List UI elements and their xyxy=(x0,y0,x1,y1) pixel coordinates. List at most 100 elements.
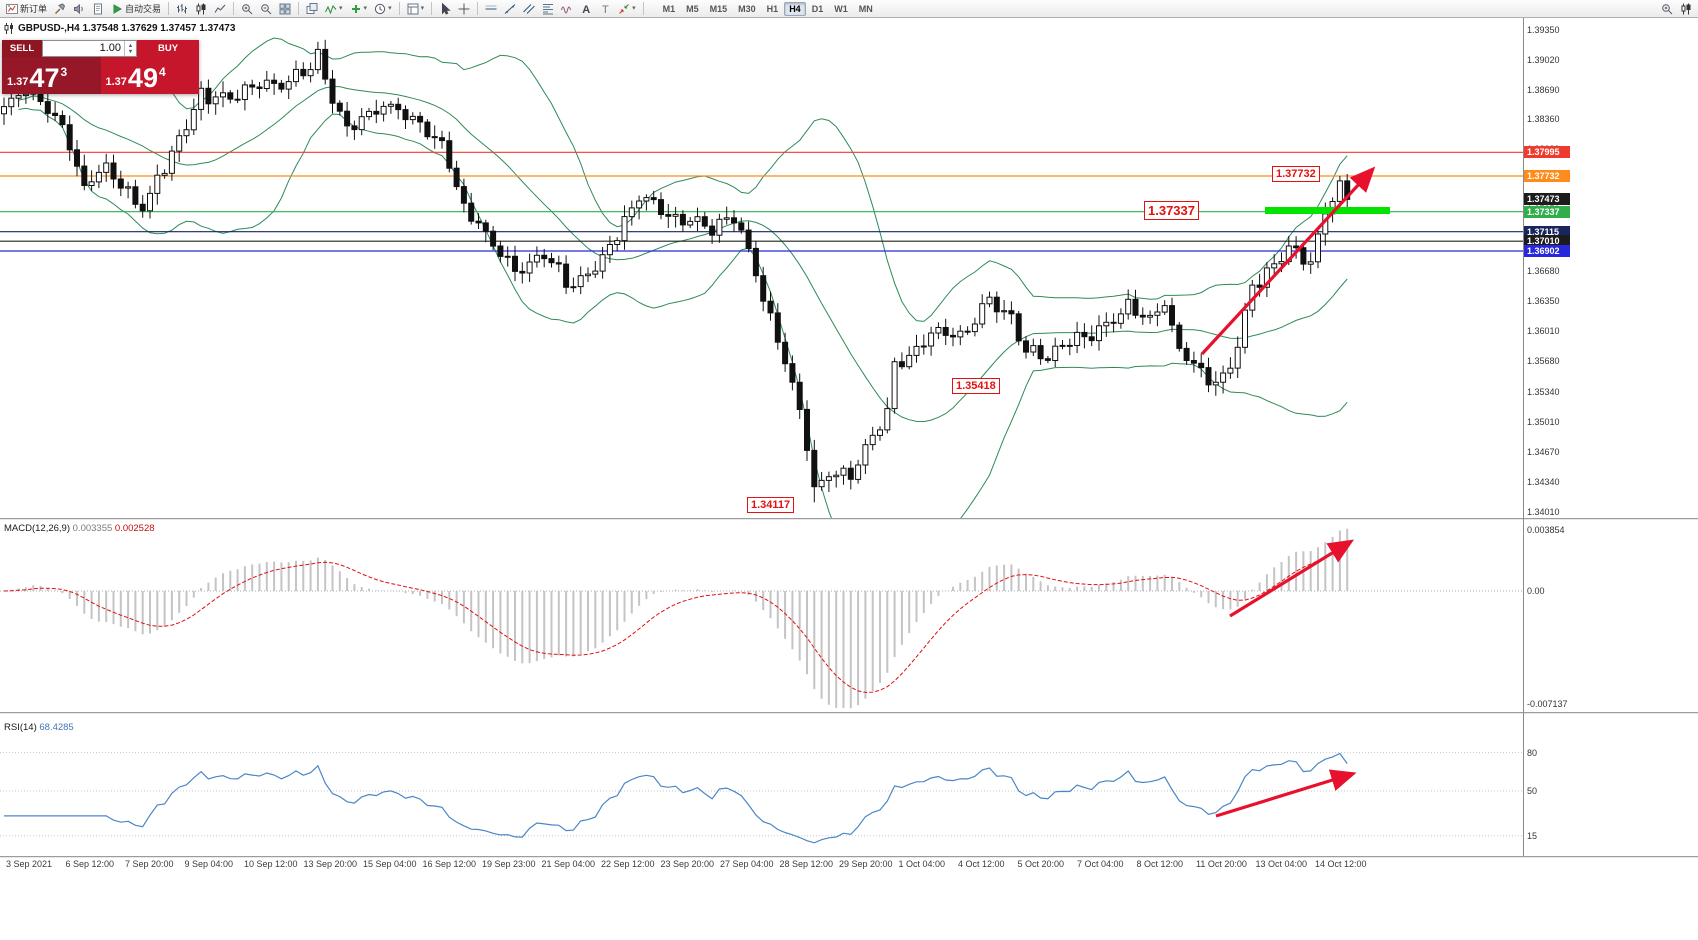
chart-window-button[interactable] xyxy=(1677,1,1695,17)
macd-histogram xyxy=(10,528,1349,709)
timeframe-m30-button[interactable]: M30 xyxy=(738,3,756,14)
arrows-object-button[interactable]: ▾ xyxy=(615,1,639,17)
rsi-canvas[interactable] xyxy=(0,714,1523,856)
sell-price-quote[interactable]: 1.37 47 3 xyxy=(2,57,101,94)
label-button[interactable]: T xyxy=(596,1,614,17)
price-marker: 1.37337 xyxy=(1524,205,1570,218)
main-price-panel[interactable] xyxy=(0,18,1523,572)
trend-arrow[interactable] xyxy=(1215,769,1357,818)
timeframe-m15-button[interactable]: M15 xyxy=(709,3,728,14)
volume-input[interactable]: 1.00 ▲ ▼ xyxy=(42,40,137,57)
channel-button[interactable] xyxy=(520,1,538,17)
templates-button[interactable]: ▾ xyxy=(404,1,428,17)
fibonacci-button[interactable] xyxy=(539,1,557,17)
zoom-in-button[interactable] xyxy=(238,1,256,17)
periods-button[interactable]: ▾ xyxy=(371,1,395,17)
buy-price-quote[interactable]: 1.37 49 4 xyxy=(100,57,199,94)
toolbar-separator xyxy=(233,2,235,15)
news-button[interactable] xyxy=(89,1,107,17)
rsi-axis-label: 15 xyxy=(1527,830,1538,841)
date-label: 6 Sep 12:00 xyxy=(65,859,115,869)
zoomout-icon xyxy=(261,3,272,14)
crosshair-button[interactable] xyxy=(455,1,473,17)
tile-windows-button[interactable] xyxy=(276,1,294,17)
candlestick-chart-button[interactable] xyxy=(192,1,210,17)
volume-spinner[interactable]: ▲ ▼ xyxy=(124,41,136,56)
price-tick: 1.34010 xyxy=(1527,506,1560,517)
main-chart-canvas[interactable] xyxy=(0,18,1523,572)
rsi-panel[interactable] xyxy=(0,714,1523,856)
trend-arrow[interactable] xyxy=(1200,166,1376,356)
auto-arrange-button[interactable] xyxy=(303,1,321,17)
svg-text:T: T xyxy=(602,4,609,15)
zoom-out-button[interactable] xyxy=(257,1,275,17)
speaker-icon xyxy=(74,3,83,14)
date-label: 7 Sep 20:00 xyxy=(125,859,174,869)
search-button[interactable] xyxy=(1658,1,1676,17)
price-annotation[interactable]: 1.37337 xyxy=(1144,201,1199,220)
timeframe-m5-button[interactable]: M5 xyxy=(686,3,699,14)
date-label: 9 Sep 04:00 xyxy=(184,859,234,869)
crosshair-icon xyxy=(458,3,470,14)
timeframe-group: M1 M5 M15 M30 H1 H4 D1 W1 MN xyxy=(658,1,878,16)
volume-value: 1.00 xyxy=(99,42,121,54)
timeframe-mn-button[interactable]: MN xyxy=(858,3,873,14)
cycle-lines-button[interactable] xyxy=(558,1,576,17)
price-tick: 1.37700 xyxy=(1527,173,1560,184)
chart-symbol-icon xyxy=(4,23,13,34)
sell-price-prefix: 1.37 xyxy=(7,76,29,88)
panel-separator[interactable] xyxy=(0,712,1698,714)
price-tick: 1.36350 xyxy=(1527,295,1560,306)
trendline-button[interactable] xyxy=(501,1,519,17)
date-label: 4 Oct 12:00 xyxy=(958,859,1005,869)
auto-trading-button[interactable]: 自动交易 xyxy=(108,1,164,17)
price-annotation[interactable]: 1.37732 xyxy=(1272,166,1320,182)
new-order-button[interactable]: 新订单 xyxy=(3,1,50,17)
timeframe-h1-button[interactable]: H1 xyxy=(766,3,779,14)
plus-icon xyxy=(351,4,360,13)
timeframe-m1-button[interactable]: M1 xyxy=(662,3,676,14)
price-annotation[interactable]: 1.35418 xyxy=(952,378,1000,394)
toolbar-separator xyxy=(168,2,170,15)
trend-arrow[interactable] xyxy=(1229,539,1355,618)
macd-panel[interactable] xyxy=(0,520,1523,712)
neworder-icon xyxy=(6,3,18,14)
macd-canvas[interactable] xyxy=(0,520,1523,712)
price-tick: 1.36680 xyxy=(1527,265,1560,276)
clock-icon xyxy=(374,3,386,14)
chart-ohlc-info: GBPUSD-,H4 1.37548 1.37629 1.37457 1.374… xyxy=(4,23,235,34)
sell-button[interactable]: SELL xyxy=(2,40,42,57)
horizontal-line-button[interactable] xyxy=(482,1,500,17)
toolbar-separator xyxy=(477,2,479,15)
alerts-button[interactable] xyxy=(70,1,88,17)
dropdown-caret-icon: ▾ xyxy=(339,4,343,12)
cursor-button[interactable] xyxy=(436,1,454,17)
text-button[interactable]: A xyxy=(577,1,595,17)
price-axis[interactable] xyxy=(1523,18,1524,856)
spin-down-icon[interactable]: ▼ xyxy=(127,48,134,55)
line-chart-button[interactable] xyxy=(211,1,229,17)
macd-axis-label: 0.003854 xyxy=(1527,524,1565,535)
macd-label: MACD(12,26,9) 0.003355 0.002528 xyxy=(4,523,155,534)
buy-button[interactable]: BUY xyxy=(137,40,199,57)
price-annotation[interactable]: 1.34117 xyxy=(747,497,795,513)
price-tick: 1.37370 xyxy=(1527,203,1560,214)
rsi-axis-label: 80 xyxy=(1527,747,1538,758)
timeframe-d1-button[interactable]: D1 xyxy=(811,3,824,14)
date-label: 23 Sep 20:00 xyxy=(660,859,715,869)
add-object-button[interactable]: ▾ xyxy=(347,1,371,17)
bar-chart-button[interactable] xyxy=(173,1,191,17)
metaeditor-button[interactable] xyxy=(51,1,69,17)
indicators-button[interactable]: ▾ xyxy=(322,1,346,17)
timeframe-w1-button[interactable]: W1 xyxy=(834,3,848,14)
timeframe-h4-button[interactable]: H4 xyxy=(784,1,806,16)
sell-price-sup: 3 xyxy=(60,65,68,79)
rsi-name: RSI(14) xyxy=(4,722,37,733)
macd-signal-line xyxy=(3,544,1348,693)
channel-icon xyxy=(523,3,535,14)
indicator-icon xyxy=(325,4,337,14)
panel-separator[interactable] xyxy=(0,518,1698,520)
support-zone-highlight[interactable] xyxy=(1265,207,1390,214)
spin-up-icon[interactable]: ▲ xyxy=(127,42,134,49)
tile-icon xyxy=(279,3,291,14)
